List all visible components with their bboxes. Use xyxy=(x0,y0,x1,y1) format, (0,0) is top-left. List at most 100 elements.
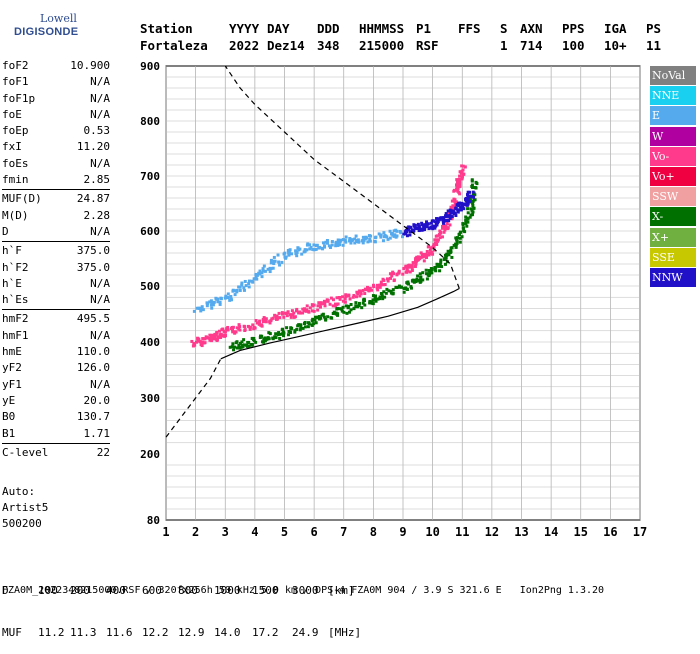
data-point-e xyxy=(253,277,257,281)
data-point-nnw xyxy=(420,221,424,225)
header-value-5: RSF xyxy=(416,38,439,53)
data-point-x- xyxy=(314,315,318,319)
header-label-11: PS xyxy=(646,21,662,36)
data-point-e xyxy=(199,307,203,311)
x-tick-label: 2 xyxy=(192,525,199,539)
data-point-vo- xyxy=(280,312,284,316)
data-point-x- xyxy=(378,297,382,301)
data-point-nnw xyxy=(419,227,423,231)
y-tick-label: 900 xyxy=(140,60,160,73)
param-row: h`E N/A xyxy=(2,276,110,292)
legend: NoVal NNE E W Vo- Vo+ SSW X- X+ SSE NNW xyxy=(650,66,696,288)
data-point-vo- xyxy=(302,309,306,313)
data-point-e xyxy=(388,229,392,233)
data-point-e xyxy=(392,234,396,238)
data-point-e xyxy=(247,279,251,283)
data-point-x- xyxy=(349,302,353,306)
param-value: 2.85 xyxy=(83,173,111,187)
data-point-e xyxy=(272,262,276,266)
data-point-x- xyxy=(400,285,404,289)
data-point-e xyxy=(336,240,340,244)
data-point-vo- xyxy=(442,230,446,234)
y-tick-label: 300 xyxy=(140,392,160,405)
data-point-vo- xyxy=(219,332,223,336)
data-point-vo- xyxy=(219,336,223,340)
data-point-x- xyxy=(347,304,351,308)
data-point-x- xyxy=(357,301,361,305)
data-point-x- xyxy=(352,306,356,310)
data-point-vo- xyxy=(328,302,332,306)
data-point-vo- xyxy=(297,311,301,315)
data-point-x- xyxy=(409,285,413,289)
param-row: hmF2 495.5 xyxy=(2,311,110,327)
data-point-x- xyxy=(381,297,385,301)
param-row: M(D) 2.28 xyxy=(2,208,110,224)
data-point-e xyxy=(366,240,370,244)
data-point-e xyxy=(282,252,286,256)
legend-item-noval: NoVal xyxy=(650,66,696,85)
param-name: foF1p xyxy=(2,91,36,105)
data-point-vo- xyxy=(322,299,326,303)
data-point-vo- xyxy=(199,343,203,347)
data-point-x- xyxy=(330,316,334,320)
data-point-e xyxy=(209,299,213,303)
data-point-e xyxy=(341,238,345,242)
data-point-x- xyxy=(368,300,372,304)
data-point-vo- xyxy=(402,267,406,271)
data-point-e xyxy=(260,275,264,279)
param-row: B1 1.71 xyxy=(2,426,110,442)
data-point-x- xyxy=(450,255,454,259)
data-point-e xyxy=(330,243,334,247)
data-point-x- xyxy=(440,265,444,269)
param-row: fmin 2.85 xyxy=(2,172,110,188)
data-point-x- xyxy=(458,230,462,234)
data-point-e xyxy=(379,233,383,237)
data-point-vo- xyxy=(310,309,314,313)
data-point-vo- xyxy=(261,317,265,321)
data-point-x- xyxy=(404,286,408,290)
data-point-nnw xyxy=(407,228,411,232)
param-value: N/A xyxy=(90,377,110,391)
data-point-vo- xyxy=(443,228,447,232)
row-value: 600 xyxy=(142,584,162,597)
data-point-nnw xyxy=(448,216,452,220)
data-point-e xyxy=(225,296,229,300)
data-point-vo- xyxy=(217,335,221,339)
data-point-e xyxy=(255,277,259,281)
data-point-e xyxy=(374,235,378,239)
row-label: MUF xyxy=(2,626,22,639)
data-point-vo- xyxy=(427,245,431,249)
header-value-7: 1 xyxy=(500,38,508,53)
data-point-e xyxy=(295,254,299,258)
data-point-x- xyxy=(340,309,344,313)
data-point-e xyxy=(330,240,334,244)
data-point-x- xyxy=(473,198,477,202)
data-point-e xyxy=(323,245,327,249)
row-value: 11.6 xyxy=(106,626,133,639)
data-point-nnw xyxy=(463,202,467,206)
data-point-e xyxy=(308,243,312,247)
header-value-2: Dez14 xyxy=(267,38,305,53)
header-value-8: 714 xyxy=(520,38,543,53)
data-point-vo- xyxy=(196,336,200,340)
data-point-x- xyxy=(344,304,348,308)
data-point-nnw xyxy=(436,217,440,221)
data-point-x- xyxy=(454,245,458,249)
header-label-5: P1 xyxy=(416,21,432,36)
data-point-x- xyxy=(449,246,453,250)
data-point-x- xyxy=(402,290,406,294)
data-point-vo- xyxy=(356,291,360,295)
data-point-x- xyxy=(299,323,303,327)
param-value: 0.53 xyxy=(83,124,111,138)
data-point-e xyxy=(394,235,398,239)
data-point-x- xyxy=(357,303,361,307)
data-point-nnw xyxy=(431,227,435,231)
auto-label: Auto: xyxy=(2,485,36,498)
profile-solid-curve xyxy=(220,287,460,360)
data-point-x- xyxy=(456,236,460,240)
data-point-x- xyxy=(443,257,447,261)
data-point-x- xyxy=(378,295,382,299)
data-point-vo- xyxy=(410,268,414,272)
data-point-vo- xyxy=(368,286,372,290)
param-row: yF2 126.0 xyxy=(2,360,110,376)
